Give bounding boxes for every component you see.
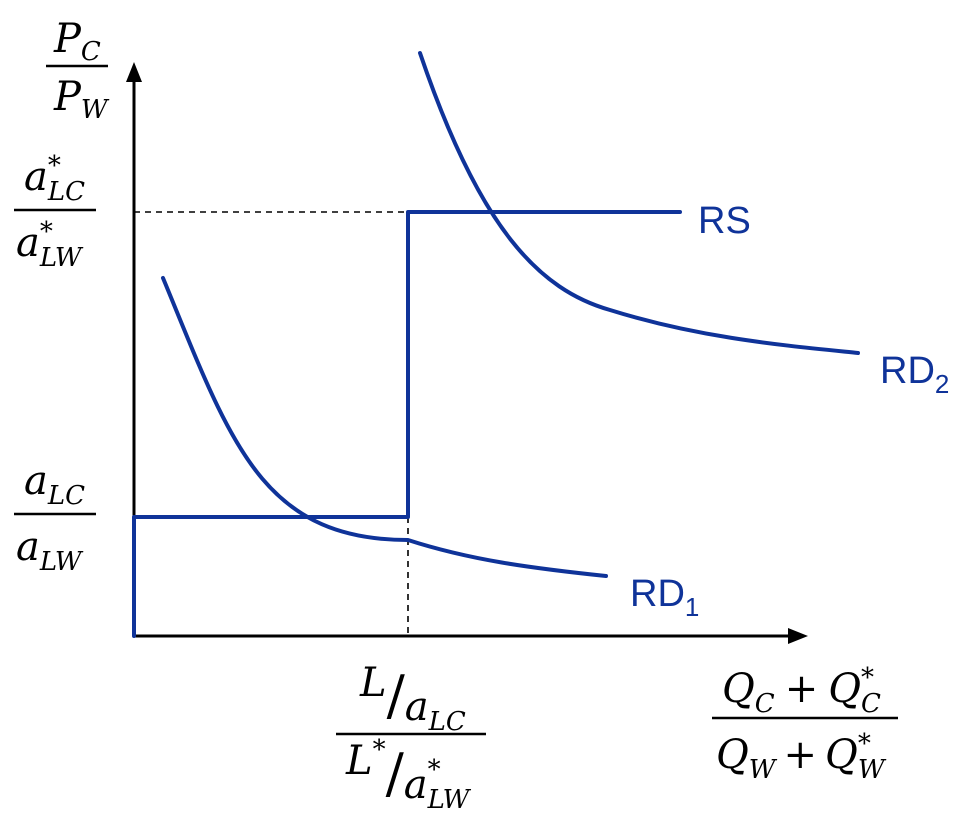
rd1-label: RD1 [630, 573, 699, 622]
x-axis-label-denominator: QW + Q* W [716, 729, 887, 785]
y-tick-high-denominator: a* LW [16, 217, 84, 273]
rd1-curve [161, 276, 608, 578]
y-axis-arrowhead [126, 62, 142, 82]
curves [132, 51, 860, 638]
guide-lines [134, 211, 409, 636]
rd1-label-sub: 1 [685, 592, 699, 622]
y-tick-high-label: a* LC a* LW [14, 151, 96, 273]
x-tick-label: L/aLC L*/a* LW [336, 660, 486, 815]
y-tick-low-numerator: aLC [24, 458, 85, 511]
rd2-label-base: RD [880, 350, 935, 392]
y-tick-low-label: aLC aLW [14, 458, 96, 577]
x-tick-numerator: L/aLC [359, 660, 466, 737]
curve-labels: RS RD2 RD1 [630, 200, 949, 622]
y-tick-low-denominator: aLW [16, 524, 84, 577]
x-axis-arrowhead [788, 628, 808, 644]
x-tick-denominator: L*/a* LW [345, 735, 472, 815]
rd2-label: RD2 [880, 350, 949, 399]
rd2-curve [418, 51, 860, 355]
rs-label: RS [698, 200, 751, 242]
y-axis-label-numerator: PC [53, 16, 101, 67]
y-axis-label: PC PW [46, 16, 110, 125]
x-axis-label: QC + Q* C QW + Q* W [712, 663, 898, 785]
rd2-label-sub: 2 [935, 369, 949, 399]
rs-curve [132, 210, 682, 638]
y-tick-high-numerator: a* LC [24, 151, 85, 207]
x-axis-label-numerator: QC + Q* C [722, 663, 881, 719]
y-axis-label-denominator: PW [53, 74, 110, 125]
rd1-label-base: RD [630, 573, 685, 615]
